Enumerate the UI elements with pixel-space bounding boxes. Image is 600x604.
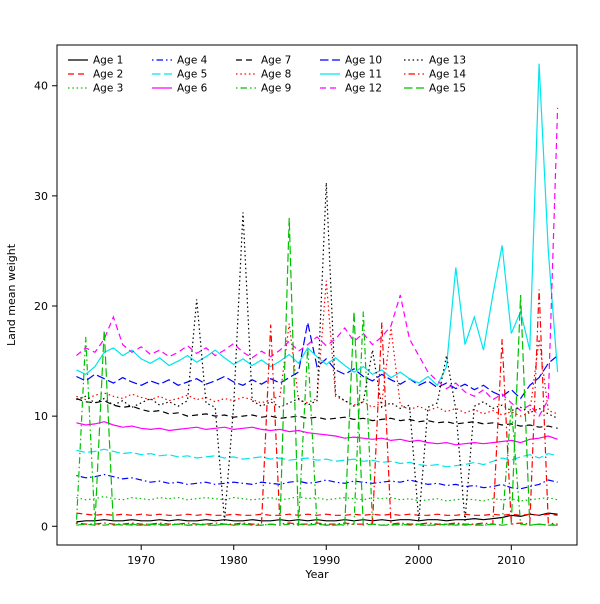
series-line-age-2 <box>76 512 558 516</box>
x-tick-label: 2010 <box>497 554 525 567</box>
legend-label: Age 8 <box>261 69 291 81</box>
series-line-age-15 <box>76 217 558 526</box>
series-line-age-10 <box>76 322 558 400</box>
series-line-age-3 <box>76 495 558 502</box>
legend-item-age-1: Age 1 <box>68 55 123 67</box>
x-tick-label: 2000 <box>405 554 433 567</box>
series-line-age-4 <box>76 473 558 490</box>
x-tick-label: 1990 <box>312 554 340 567</box>
series-line-age-7 <box>76 397 558 429</box>
legend-item-age-10: Age 10 <box>320 55 382 67</box>
legend-label: Age 7 <box>261 55 291 67</box>
x-tick-label: 1970 <box>127 554 155 567</box>
legend-item-age-7: Age 7 <box>236 55 291 67</box>
legend-label: Age 10 <box>345 55 382 67</box>
series-line-age-5 <box>76 448 558 468</box>
series-line-age-14 <box>76 289 558 525</box>
legend-label: Age 15 <box>429 83 466 95</box>
legend-item-age-3: Age 3 <box>68 83 123 95</box>
axis-ticks: 1970 1980 1990 2000 2010 0 10 20 30 40 <box>34 80 525 567</box>
legend-label: Age 9 <box>261 83 291 95</box>
legend-label: Age 1 <box>93 55 123 67</box>
legend: Age 1 Age 2 Age 3 Age 4 Age 5 Age 6 Age 7 Age 8… <box>68 55 466 95</box>
y-tick-label: 30 <box>34 190 48 203</box>
series-line-age-12 <box>76 107 559 418</box>
legend-label: Age 11 <box>345 69 382 81</box>
y-tick-label: 20 <box>34 300 48 313</box>
y-tick-label: 10 <box>34 410 48 423</box>
series-line-age-9 <box>75 311 558 526</box>
y-axis-label: Land mean weight <box>5 243 18 346</box>
legend-item-age-14: Age 14 <box>404 69 466 81</box>
series-line-age-13 <box>76 182 558 521</box>
x-axis-label: Year <box>304 568 329 581</box>
series-line-age-11 <box>76 63 559 387</box>
plot-border <box>56 44 578 546</box>
y-tick-label: 0 <box>41 520 48 533</box>
legend-label: Age 14 <box>429 69 466 81</box>
legend-item-age-6: Age 6 <box>152 83 208 95</box>
legend-item-age-5: Age 5 <box>152 69 207 81</box>
legend-label: Age 13 <box>429 55 466 67</box>
legend-item-age-2: Age 2 <box>68 69 123 81</box>
x-tick-label: 1980 <box>220 554 248 567</box>
legend-label: Age 4 <box>177 55 208 67</box>
series-line-age-8 <box>76 280 558 417</box>
legend-item-age-12: Age 12 <box>320 83 382 95</box>
legend-item-age-4: Age 4 <box>152 55 208 67</box>
legend-item-age-9: Age 9 <box>236 83 291 95</box>
legend-label: Age 6 <box>177 83 208 95</box>
legend-item-age-11: Age 11 <box>320 69 382 81</box>
legend-label: Age 12 <box>345 83 382 95</box>
legend-item-age-15: Age 15 <box>404 83 466 95</box>
legend-label: Age 5 <box>177 69 207 81</box>
legend-label: Age 2 <box>93 69 123 81</box>
y-tick-label: 40 <box>34 80 48 93</box>
legend-item-age-13: Age 13 <box>404 55 466 67</box>
legend-label: Age 3 <box>93 83 123 95</box>
series-line-age-6 <box>76 421 558 446</box>
series-lines <box>75 63 559 526</box>
legend-item-age-8: Age 8 <box>236 69 291 81</box>
